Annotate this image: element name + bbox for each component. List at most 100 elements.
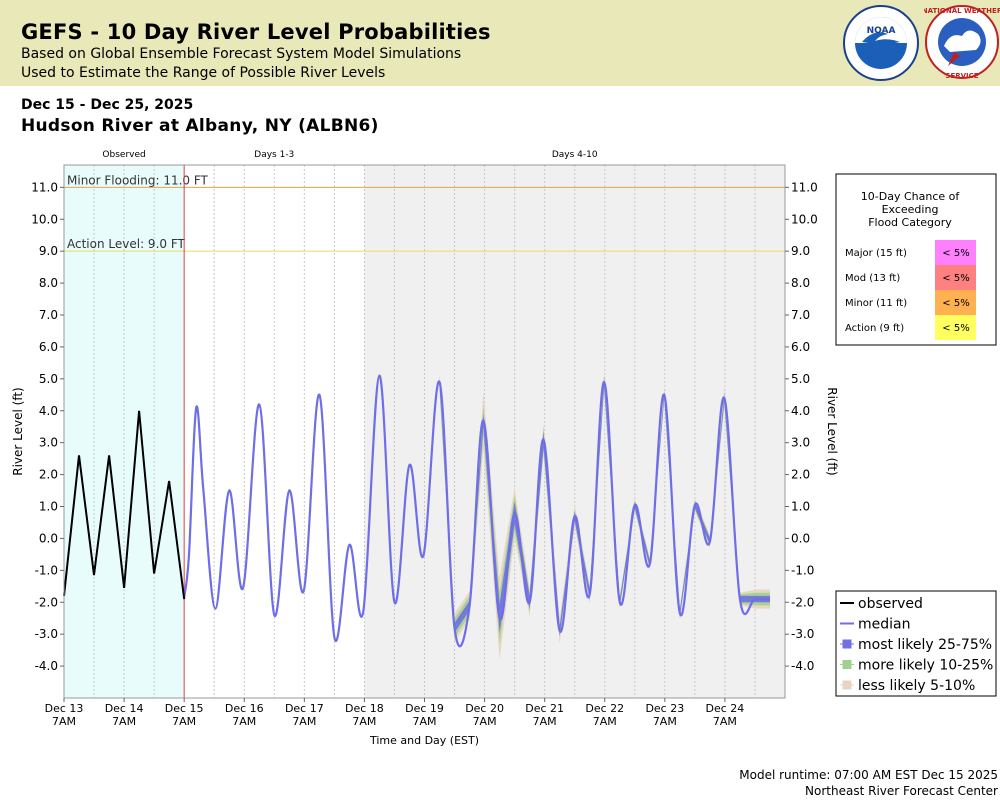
flood-chance-title-0: 10-Day Chance of [861,190,961,203]
flood-chance-value-1: < 5% [942,273,969,284]
forecast-center: Northeast River Forecast Center [805,784,998,798]
river-level-chart: Observed Days 1-3 Days 4-10 Minor Flooding:… [11,150,997,747]
flood-category-label-0: Major (15 ft) [845,248,907,259]
ytick-label-right: 3.0 [791,436,810,450]
xtick-label-day: Dec 24 [706,702,745,715]
ytick-label-right: 11.0 [791,180,818,194]
legend-box [835,590,997,697]
flood-chance-value-2: < 5% [942,298,969,309]
xtick-label-day: Dec 18 [345,702,384,715]
legend-label-median: median [858,617,910,633]
median-line [183,374,770,648]
xtick-label-day: Dec 22 [585,702,624,715]
ytick-label-left: 9.0 [39,244,58,258]
ytick-label-left: -1.0 [35,563,58,577]
legend-label-band_25_75: most likely 25-75% [858,637,992,653]
xtick-label-time: 7AM [352,715,376,728]
y-axis-label-left: River Level (ft) [11,387,25,475]
xtick-label-time: 7AM [112,715,136,728]
flood-chance-title-1: Exceeding [882,203,939,216]
flood-category-label-1: Mod (13 ft) [845,273,900,284]
legend-swatch-band_25_75 [842,639,852,649]
period-label-0: Observed [102,150,145,160]
period-label-1: Days 1-3 [254,150,294,160]
flood-chance-swatch-1 [935,265,976,290]
xtick-label-day: Dec 23 [645,702,684,715]
ytick-label-right: 8.0 [791,276,810,290]
xtick-label-time: 7AM [473,715,497,728]
ytick-label-right: 10.0 [791,212,818,226]
ytick-label-left: 5.0 [39,372,58,386]
xtick-label-time: 7AM [292,715,316,728]
xtick-label-day: Dec 19 [405,702,444,715]
ytick-label-right: 2.0 [791,468,810,482]
threshold-label-0: Minor Flooding: 11.0 FT [67,173,209,187]
ytick-label-right: -4.0 [791,659,814,673]
station-name: Hudson River at Albany, NY (ALBN6) [21,116,379,136]
ytick-label-left: 1.0 [39,500,58,514]
ytick-label-left: -2.0 [35,595,58,609]
legend-swatch-band_5_10 [842,680,852,690]
header-banner: GEFS - 10 Day River Level Probabilities … [0,0,1000,86]
ytick-label-left: 3.0 [39,436,58,450]
xtick-label-time: 7AM [713,715,737,728]
flood-chance-swatch-3 [935,315,976,340]
ytick-label-right: 6.0 [791,340,810,354]
ytick-label-right: 7.0 [791,308,810,322]
x-axis-label: Time and Day (EST) [369,734,479,747]
flood-chance-title-2: Flood Category [868,216,952,229]
xtick-label-time: 7AM [232,715,256,728]
flood-chance-value-0: < 5% [942,248,969,259]
ytick-label-left: 8.0 [39,276,58,290]
xtick-label-time: 7AM [533,715,557,728]
flood-chance-value-3: < 5% [942,323,969,334]
legend-label-band_5_10: less likely 5-10% [858,678,975,694]
flood-category-label-3: Action (9 ft) [845,323,904,334]
xtick-label-day: Dec 20 [465,702,504,715]
date-range: Dec 15 - Dec 25, 2025 [21,97,194,113]
ytick-label-left: 6.0 [39,340,58,354]
ytick-label-left: 0.0 [39,531,58,545]
ytick-label-right: -2.0 [791,595,814,609]
ytick-label-right: 0.0 [791,531,810,545]
xtick-label-time: 7AM [653,715,677,728]
flood-chance-swatch-2 [935,290,976,315]
xtick-label-day: Dec 16 [225,702,264,715]
xtick-label-time: 7AM [52,715,76,728]
period-label-2: Days 4-10 [552,150,598,160]
svg-text:NATIONAL WEATHER: NATIONAL WEATHER [924,7,1000,15]
nws-logo: NATIONAL WEATHER SERVICE [924,5,1000,80]
xtick-label-day: Dec 17 [285,702,324,715]
legend-label-observed: observed [858,596,923,612]
ytick-label-right: 9.0 [791,244,810,258]
ytick-label-left: 10.0 [31,212,58,226]
ytick-label-left: 4.0 [39,404,58,418]
xtick-label-day: Dec 14 [105,702,144,715]
xtick-label-day: Dec 15 [165,702,204,715]
ytick-label-right: 1.0 [791,500,810,514]
chart-subtitle-1: Based on Global Ensemble Forecast System… [21,46,462,62]
ytick-label-left: 7.0 [39,308,58,322]
svg-text:SERVICE: SERVICE [945,72,978,80]
observed-line [63,410,186,600]
ytick-label-left: -4.0 [35,659,58,673]
chart-subtitle-2: Used to Estimate the Range of Possible R… [21,65,386,81]
ytick-label-right: 4.0 [791,404,810,418]
ytick-label-right: -3.0 [791,627,814,641]
model-runtime: Model runtime: 07:00 AM EST Dec 15 2025 [739,768,998,782]
noaa-logo: NOAA [843,5,919,81]
xtick-label-time: 7AM [172,715,196,728]
ytick-label-right: -1.0 [791,563,814,577]
flood-category-label-2: Minor (11 ft) [845,298,907,309]
legend-swatch-band_10_25 [842,660,852,669]
svg-text:NOAA: NOAA [867,26,896,36]
xtick-label-time: 7AM [412,715,436,728]
ytick-label-left: 11.0 [31,180,58,194]
flood-chance-swatch-0 [935,240,976,265]
xtick-label-time: 7AM [593,715,617,728]
xtick-label-day: Dec 21 [525,702,564,715]
y-axis-label-right: River Level (ft) [825,387,839,475]
threshold-label-1: Action Level: 9.0 FT [67,237,186,251]
ytick-label-left: 2.0 [39,468,58,482]
legend-label-band_10_25: more likely 10-25% [858,658,993,674]
